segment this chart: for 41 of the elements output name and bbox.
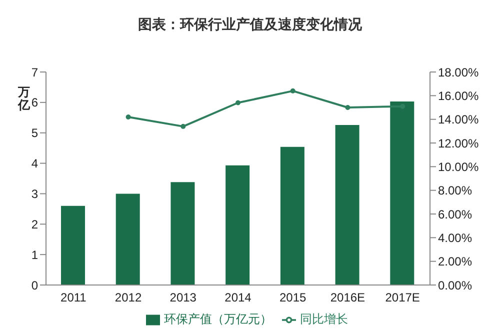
x-tick-label: 2015 [280,290,307,305]
y-tick-label: 0 [31,278,38,292]
legend-label: 同比增长 [300,312,348,326]
x-tick-label: 2014 [224,290,252,305]
x-tick-label: 2012 [114,290,142,305]
x-tick-label: 2011 [60,290,87,305]
point [236,100,240,106]
y2-tick-label: 2.00% [438,254,472,269]
bar [390,102,414,285]
x-tick-label: 2017E [385,290,420,305]
y-tick-label: 3 [31,186,38,201]
bar [170,182,195,285]
y2-tick-label: 14.00% [438,112,480,127]
y-tick-label: 5 [31,126,38,140]
point [126,114,131,120]
y-axis-title: 万亿 [18,85,31,112]
y-tick-label: 1 [31,248,38,262]
y2-tick-label: 8.00% [438,184,472,198]
x-tick-label: 2016E [330,290,366,305]
chart-title: 图表：环保行业产值及速度变化情况 [137,15,363,34]
bar [335,124,360,285]
y-tick-label: 7 [31,65,38,80]
y2-tick-label: 0.00% [438,278,472,292]
bar [280,146,304,285]
y2-tick-label: 18.00% [438,65,480,80]
legend-label: 环保产值（万亿元） [164,312,272,326]
y-tick-label: 6 [31,96,38,110]
y-tick-label: 2 [31,217,38,232]
bar [61,206,85,285]
point [290,88,296,94]
x-tick-label: 2013 [170,290,197,305]
point [180,124,186,129]
y2-tick-label: 10.00% [438,160,480,174]
y-tick-label: 4 [31,156,38,171]
y2-tick-label: 6.00% [438,207,472,222]
point [345,105,350,110]
bar [116,194,140,285]
bar [226,165,250,285]
y2-tick-label: 16.00% [438,88,480,103]
y2-tick-label: 4.00% [438,230,472,245]
y2-tick-label: 12.00% [438,136,480,150]
